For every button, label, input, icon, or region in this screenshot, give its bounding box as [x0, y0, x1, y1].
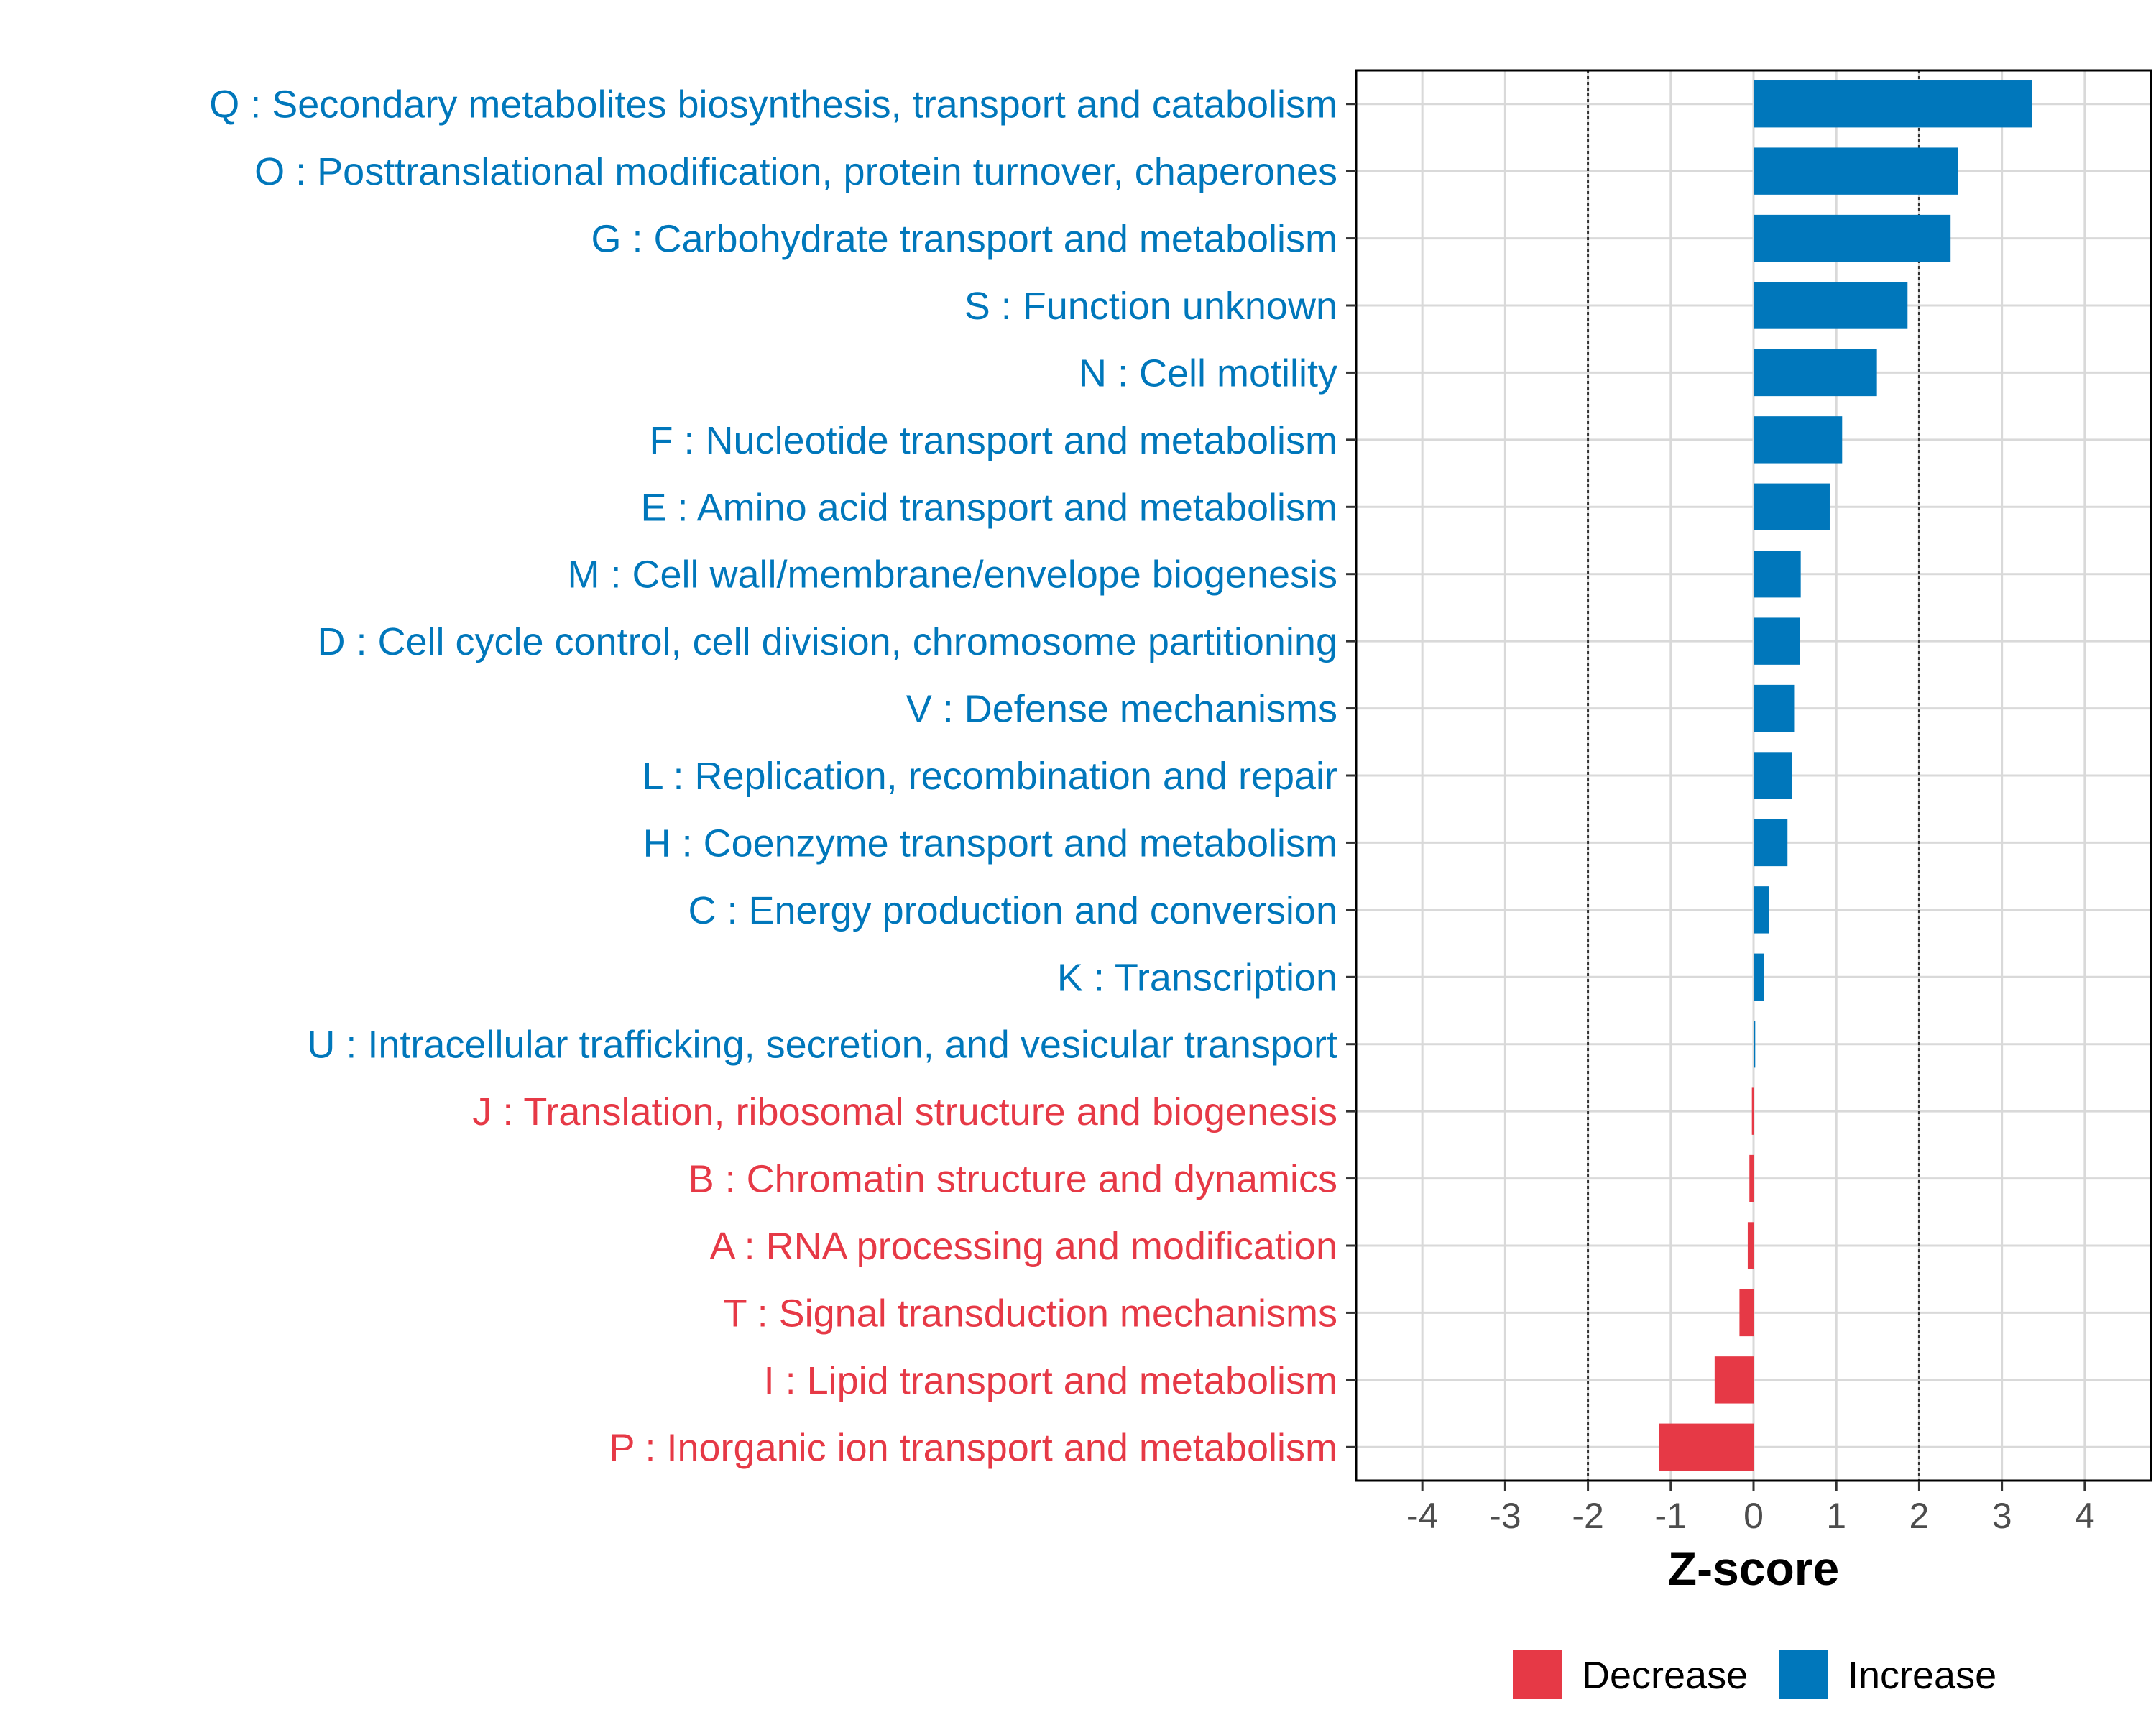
category-label-13: K : Transcription: [1057, 956, 1337, 999]
x-tick-label-0: -4: [1406, 1496, 1438, 1536]
category-label-2: G : Carbohydrate transport and metabolis…: [591, 218, 1338, 261]
legend-label-increase: Increase: [1848, 1654, 1996, 1697]
bar-6: [1754, 483, 1830, 530]
x-tick-label-4: 0: [1743, 1496, 1764, 1536]
legend-swatch-decrease: [1513, 1650, 1562, 1699]
x-axis-ticks: -4 -3 -2 -1 0 1 2 3 4: [1406, 1481, 2095, 1536]
bar-15: [1751, 1087, 1754, 1135]
y-axis-ticks: [1346, 103, 1356, 1448]
category-label-11: H : Coenzyme transport and metabolism: [643, 822, 1337, 865]
category-label-3: S : Function unknown: [964, 285, 1337, 328]
legend-swatch-increase: [1779, 1650, 1828, 1699]
bar-3: [1754, 282, 1908, 329]
bar-1: [1754, 147, 1958, 195]
bar-19: [1714, 1356, 1754, 1404]
bar-13: [1754, 953, 1764, 1000]
category-label-7: M : Cell wall/membrane/envelope biogenes…: [567, 553, 1337, 597]
bar-5: [1754, 416, 1843, 464]
bar-2: [1754, 214, 1951, 262]
reference-lines: [1587, 70, 1920, 1481]
bar-4: [1754, 349, 1877, 397]
bar-14: [1754, 1021, 1756, 1068]
legend-label-decrease: Decrease: [1582, 1654, 1748, 1697]
x-tick-label-3: -1: [1655, 1496, 1687, 1536]
bar-7: [1754, 551, 1801, 598]
category-label-1: O : Posttranslational modification, prot…: [254, 150, 1337, 193]
bar-18: [1739, 1289, 1754, 1337]
x-tick-label-2: -2: [1572, 1496, 1603, 1536]
category-label-19: I : Lipid transport and metabolism: [764, 1359, 1337, 1402]
x-tick-label-6: 2: [1909, 1496, 1930, 1536]
category-label-14: U : Intracellular trafficking, secretion…: [307, 1024, 1337, 1067]
category-label-16: B : Chromatin structure and dynamics: [688, 1158, 1337, 1201]
category-labels: Q : Secondary metabolites biosynthesis, …: [209, 83, 1337, 1470]
bar-17: [1747, 1222, 1754, 1269]
category-label-12: C : Energy production and conversion: [688, 889, 1337, 932]
bar-8: [1754, 617, 1800, 665]
bar-16: [1749, 1154, 1754, 1202]
bar-20: [1659, 1423, 1754, 1471]
legend: Decrease Increase: [1513, 1650, 1996, 1699]
x-axis-title: Z-score: [1668, 1542, 1839, 1595]
category-label-15: J : Translation, ribosomal structure and…: [472, 1090, 1337, 1133]
bar-12: [1754, 886, 1769, 934]
category-label-9: V : Defense mechanisms: [906, 688, 1337, 731]
bar-11: [1754, 819, 1788, 867]
bar-0: [1754, 80, 2032, 128]
bars: [1659, 80, 2032, 1471]
category-label-6: E : Amino acid transport and metabolism: [641, 486, 1337, 529]
bar-9: [1754, 684, 1795, 732]
category-label-10: L : Replication, recombination and repai…: [642, 755, 1337, 798]
category-label-8: D : Cell cycle control, cell division, c…: [317, 620, 1337, 663]
category-label-4: N : Cell motility: [1079, 351, 1337, 395]
category-label-20: P : Inorganic ion transport and metaboli…: [609, 1426, 1337, 1469]
category-label-17: A : RNA processing and modification: [710, 1225, 1337, 1268]
x-tick-label-5: 1: [1826, 1496, 1846, 1536]
category-label-0: Q : Secondary metabolites biosynthesis, …: [209, 83, 1337, 126]
x-tick-label-7: 3: [1992, 1496, 2012, 1536]
category-label-5: F : Nucleotide transport and metabolism: [650, 419, 1337, 462]
bar-10: [1754, 752, 1792, 799]
x-tick-label-8: 4: [2075, 1496, 2095, 1536]
category-label-18: T : Signal transduction mechanisms: [724, 1292, 1337, 1335]
x-tick-label-1: -3: [1489, 1496, 1521, 1536]
